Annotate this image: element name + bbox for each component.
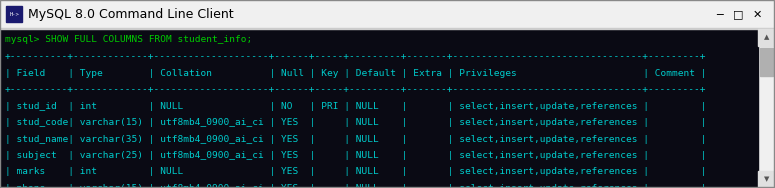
Bar (0, 0, 775, 29)
Text: ▼: ▼ (764, 177, 769, 183)
Text: | stud_code| varchar(15) | utf8mb4_0900_ai_ci | YES  |     | NULL    |       | s: | stud_code| varchar(15) | utf8mb4_0900_… (5, 118, 707, 127)
Text: ─: ─ (717, 10, 723, 20)
Text: □: □ (732, 10, 743, 20)
Text: | marks    | int         | NULL               | YES  |     | NULL    |       | s: | marks | int | NULL | YES | | NULL | | … (5, 168, 707, 176)
Text: MySQL 8.0 Command Line Client: MySQL 8.0 Command Line Client (28, 8, 233, 21)
Bar (758, 171, 775, 188)
Text: mysql> SHOW FULL COLUMNS FROM student_info;: mysql> SHOW FULL COLUMNS FROM student_in… (5, 35, 252, 44)
Bar (0, 28, 775, 29)
Bar (758, 29, 775, 188)
Text: | phone    | varchar(15) | utf8mb4_0900_ai_ci | YES  |     | NULL    |       | s: | phone | varchar(15) | utf8mb4_0900_ai_… (5, 184, 707, 188)
Text: | Field    | Type        | Collation          | Null | Key | Default | Extra | P: | Field | Type | Collation | Null | Key … (5, 69, 707, 78)
Bar (758, 29, 775, 46)
Text: ▲: ▲ (764, 35, 769, 40)
Bar (748, 8, 766, 21)
Bar (729, 8, 747, 21)
Text: +----------+-------------+--------------------+------+-----+---------+-------+--: +----------+-------------+--------------… (5, 85, 707, 94)
Text: +----------+-------------+--------------------+------+-----+---------+-------+--: +----------+-------------+--------------… (5, 52, 707, 61)
Bar (711, 8, 729, 21)
Text: | subject  | varchar(25) | utf8mb4_0900_ai_ci | YES  |     | NULL    |       | s: | subject | varchar(25) | utf8mb4_0900_a… (5, 151, 707, 160)
Text: | stud_name| varchar(35) | utf8mb4_0900_ai_ci | YES  |     | NULL    |       | s: | stud_name| varchar(35) | utf8mb4_0900_… (5, 135, 707, 143)
Text: | stud_id  | int         | NULL               | NO   | PRI | NULL    |       | s: | stud_id | int | NULL | NO | PRI | NULL… (5, 102, 707, 111)
Bar (0, 29, 758, 188)
Text: H·>: H·> (9, 11, 19, 17)
Text: ✕: ✕ (753, 10, 762, 20)
Bar (6, 6, 22, 22)
Bar (760, 48, 773, 76)
